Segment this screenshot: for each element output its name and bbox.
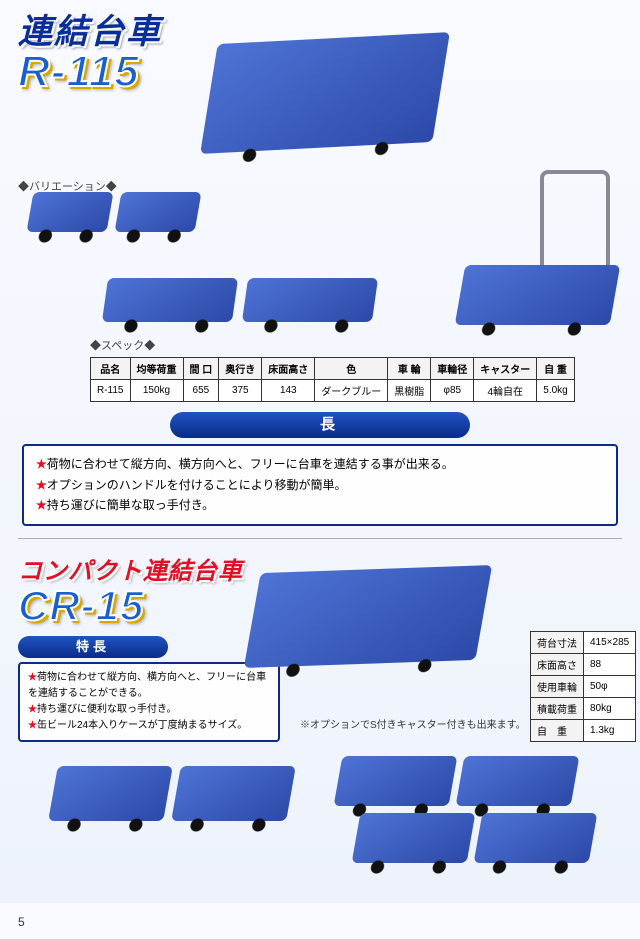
spec-c: 黒樹脂 xyxy=(388,380,431,402)
spec-c: 4輪自在 xyxy=(474,380,537,402)
spec-block-1: ◆スペック◆ 品名 均等荷重 間 口 奥行き 床面高さ 色 車 輪 車輪径 キャ… xyxy=(90,337,622,402)
feature-line: ★持ち運びに便利な取っ手付き。 xyxy=(28,702,270,718)
spec-c: ダークブルー xyxy=(315,380,388,402)
product-variation-1b xyxy=(114,192,201,232)
page-number: 5 xyxy=(18,915,25,929)
spec-c: 655 xyxy=(183,380,219,402)
spec-h: 色 xyxy=(315,358,388,380)
spec-h: 車輪径 xyxy=(431,358,474,380)
spec-h: 車 輪 xyxy=(388,358,431,380)
product-image-main xyxy=(200,32,450,154)
product-handle xyxy=(540,170,610,280)
section-divider xyxy=(18,538,622,539)
option-note: ※オプションでS付きキャスター付きも出来ます。 xyxy=(300,716,526,731)
spec-table-2: 荷台寸法415×285 床面高さ88 使用車輪50φ 積載荷重80kg 自 重1… xyxy=(530,631,636,742)
spec-c: φ85 xyxy=(431,380,474,402)
spec-data-row: R-115 150kg 655 375 143 ダークブルー 黒樹脂 φ85 4… xyxy=(91,380,575,402)
feature-line: ★荷物に合わせて縦方向、横方向へと、フリーに台車を連結する事が出来る。 xyxy=(36,454,604,474)
product-variation-2b xyxy=(242,278,378,322)
product-linked-b2 xyxy=(456,756,580,806)
spec-c: 150kg xyxy=(130,380,183,402)
spec-h: 間 口 xyxy=(183,358,219,380)
spec-h: 床面高さ xyxy=(262,358,315,380)
feature-text: オプションのハンドルを付けることにより移動が簡単。 xyxy=(47,478,347,492)
spec2-k: 積載荷重 xyxy=(531,697,584,719)
feature-box-2: ★荷物に合わせて縦方向、横方向へと、フリーに台車を連結することができる。 ★持ち… xyxy=(18,662,280,742)
feature-line: ★オプションのハンドルを付けることにより移動が簡単。 xyxy=(36,475,604,495)
spec2-row: 積載荷重80kg xyxy=(531,697,636,719)
product-image-handle-cart xyxy=(455,265,621,325)
spec2-row: 床面高さ88 xyxy=(531,653,636,675)
feature-box-1: ★荷物に合わせて縦方向、横方向へと、フリーに台車を連結する事が出来る。 ★オプシ… xyxy=(22,444,618,525)
spec-h: キャスター xyxy=(474,358,537,380)
product-linked-b1 xyxy=(334,756,458,806)
spec2-k: 自 重 xyxy=(531,719,584,741)
product-variation-1a xyxy=(26,192,113,232)
product-linked-b3 xyxy=(352,813,476,863)
feature-line: ★荷物に合わせて縦方向、横方向へと、フリーに台車を連結することができる。 xyxy=(28,670,270,702)
spec-label: ◆スペック◆ xyxy=(90,337,622,353)
spec2-v: 1.3kg xyxy=(584,719,636,741)
spec-c: 5.0kg xyxy=(537,380,574,402)
product-linked-a2 xyxy=(171,766,296,821)
feature-ribbon-2: 特長 xyxy=(18,636,168,658)
spec2-v: 88 xyxy=(584,653,636,675)
feature-text: 持ち運びに簡単な取っ手付き。 xyxy=(47,498,214,512)
spec2-k: 使用車輪 xyxy=(531,675,584,697)
product-linked-a1 xyxy=(48,766,173,821)
product-variation-2a xyxy=(102,278,238,322)
spec-c: 375 xyxy=(219,380,262,402)
section-1: 連結台車 R-115 ◆バリエーション◆ ◆スペック◆ 品名 均等荷重 間 口 … xyxy=(18,14,622,526)
spec2-row: 使用車輪50φ xyxy=(531,675,636,697)
feature-text: 缶ビール24本入りケースが丁度納まるサイズ。 xyxy=(37,720,247,731)
spec-c: R-115 xyxy=(91,380,131,402)
feature-text: 持ち運びに便利な取っ手付き。 xyxy=(37,704,177,715)
feature-line: ★持ち運びに簡単な取っ手付き。 xyxy=(36,495,604,515)
spec-h: 自 重 xyxy=(537,358,574,380)
feature-line: ★缶ビール24本入りケースが丁度納まるサイズ。 xyxy=(28,718,270,734)
product-linked-b4 xyxy=(474,813,598,863)
product-image-cr15 xyxy=(244,565,492,668)
feature-ribbon-1: 特長 xyxy=(170,412,470,438)
spec2-k: 床面高さ xyxy=(531,653,584,675)
spec-h: 品名 xyxy=(91,358,131,380)
spec-header-row: 品名 均等荷重 間 口 奥行き 床面高さ 色 車 輪 車輪径 キャスター 自 重 xyxy=(91,358,575,380)
section-2: コンパクト連結台車 CR-15 特長 ★荷物に合わせて縦方向、横方向へと、フリー… xyxy=(18,551,622,931)
feature-text: 荷物に合わせて縦方向、横方向へと、フリーに台車を連結することができる。 xyxy=(28,672,266,699)
feature-text: 荷物に合わせて縦方向、横方向へと、フリーに台車を連結する事が出来る。 xyxy=(47,457,454,471)
spec-c: 143 xyxy=(262,380,315,402)
spec-table-1: 品名 均等荷重 間 口 奥行き 床面高さ 色 車 輪 車輪径 キャスター 自 重… xyxy=(90,357,575,402)
spec2-v: 80kg xyxy=(584,697,636,719)
spec2-v: 415×285 xyxy=(584,631,636,653)
spec-h: 奥行き xyxy=(219,358,262,380)
spec-h: 均等荷重 xyxy=(130,358,183,380)
spec2-v: 50φ xyxy=(584,675,636,697)
spec2-row: 荷台寸法415×285 xyxy=(531,631,636,653)
spec2-k: 荷台寸法 xyxy=(531,631,584,653)
spec2-row: 自 重1.3kg xyxy=(531,719,636,741)
